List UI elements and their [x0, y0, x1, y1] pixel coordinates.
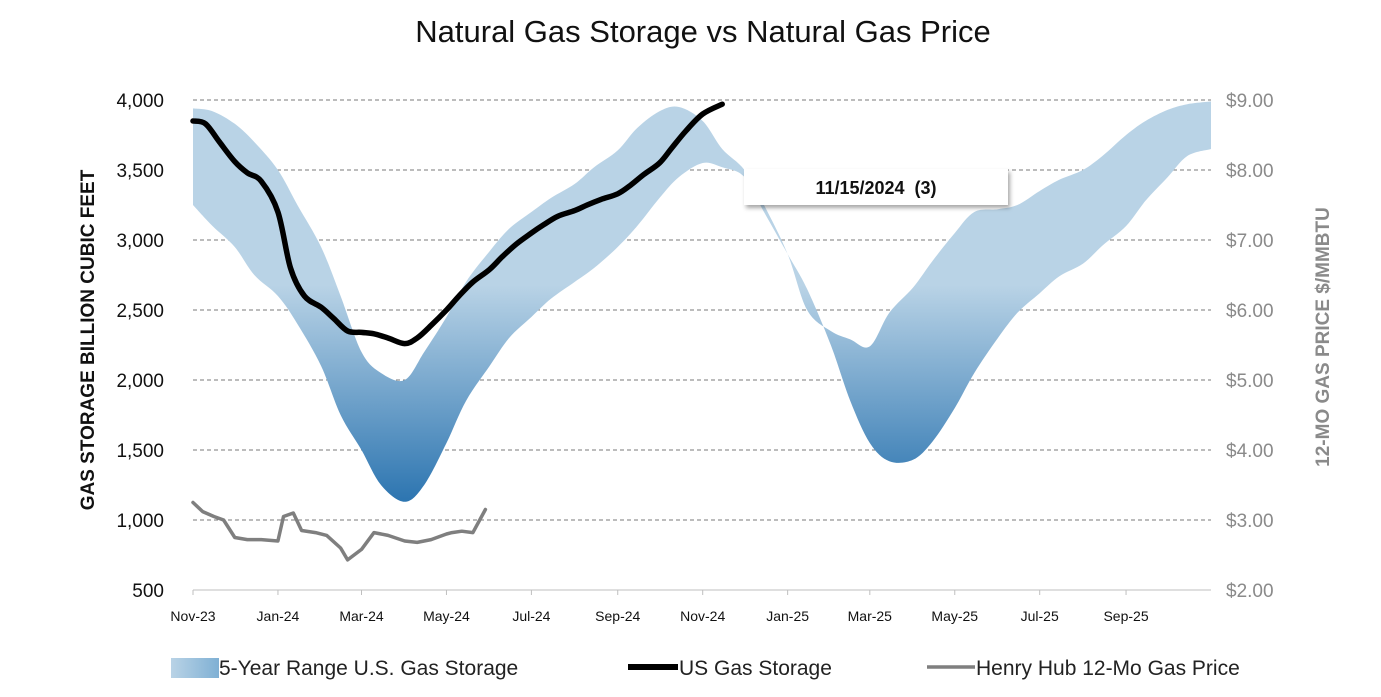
y-tick-right-label: $9.00 [1226, 91, 1274, 112]
x-tick-label: Jul-25 [1021, 608, 1059, 624]
y-tick-right-label: $2.00 [1226, 581, 1274, 602]
storage-range-band [193, 101, 1211, 502]
legend-label-price: Henry Hub 12-Mo Gas Price [976, 657, 1240, 680]
price-line [191, 500, 488, 562]
y-tick-right-label: $3.00 [1226, 511, 1274, 532]
chart-title: Natural Gas Storage vs Natural Gas Price [415, 14, 990, 49]
y-axis-right-title: 12-MO GAS PRICE $/MMBTU [1313, 207, 1334, 467]
annotation-label: 11/15/2024 (3) [815, 178, 936, 198]
y-axis-left-ticks: 500 1,000 1,500 2,000 2,500 3,000 3,500 4,000 [116, 91, 164, 602]
y-tick-right-label: $6.00 [1226, 301, 1274, 322]
x-tick-label: May-24 [423, 608, 470, 624]
annotation-box: 11/15/2024 (3) [744, 169, 1008, 205]
x-axis-ticks: Nov-23 Jan-24 Mar-24 May-24 Jul-24 Sep-24 Nov-… [170, 590, 1149, 624]
y-tick-left-label: 4,000 [116, 91, 164, 112]
y-tick-left-label: 1,500 [116, 441, 164, 462]
x-tick-label: Nov-23 [170, 608, 215, 624]
y-tick-left-label: 1,000 [116, 511, 164, 532]
x-tick-label: May-25 [931, 608, 978, 624]
y-tick-left-label: 2,000 [116, 371, 164, 392]
y-tick-right-label: $4.00 [1226, 441, 1274, 462]
y-tick-left-label: 2,500 [116, 301, 164, 322]
legend-label-storage: US Gas Storage [679, 657, 832, 680]
x-tick-label: Mar-24 [339, 608, 384, 624]
y-tick-right-label: $8.00 [1226, 161, 1274, 182]
legend: 5-Year Range U.S. Gas Storage US Gas Sto… [171, 657, 1240, 680]
y-axis-right-ticks: $2.00 $3.00 $4.00 $5.00 $6.00 $7.00 $8.00 $9.00 [1226, 91, 1274, 602]
storage-line [190, 101, 725, 347]
y-tick-left-label: 500 [132, 581, 164, 602]
legend-label-range: 5-Year Range U.S. Gas Storage [219, 657, 518, 680]
legend-swatch-range [171, 658, 219, 678]
y-tick-right-label: $7.00 [1226, 231, 1274, 252]
x-tick-label: Jul-24 [512, 608, 550, 624]
lines-layer [190, 101, 725, 562]
y-tick-right-label: $5.00 [1226, 371, 1274, 392]
storage-range-layer [193, 101, 1211, 502]
y-tick-left-label: 3,500 [116, 161, 164, 182]
x-tick-label: Sep-24 [595, 608, 640, 624]
x-tick-label: Jan-24 [257, 608, 300, 624]
y-axis-left-title: GAS STORAGE BILLION CUBIC FEET [78, 169, 99, 510]
x-tick-label: Mar-25 [848, 608, 893, 624]
x-tick-label: Nov-24 [680, 608, 725, 624]
y-tick-left-label: 3,000 [116, 231, 164, 252]
annotation-background [744, 169, 1008, 205]
x-tick-label: Sep-25 [1103, 608, 1148, 624]
x-tick-label: Jan-25 [766, 608, 809, 624]
